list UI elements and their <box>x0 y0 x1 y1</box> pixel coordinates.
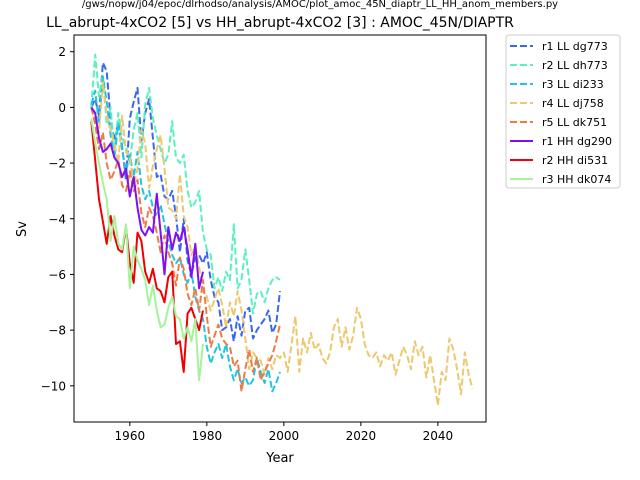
x-tick-label: 1960 <box>115 429 146 443</box>
y-tick-label: −10 <box>41 379 66 393</box>
series-line-8 <box>90 118 204 382</box>
y-tick-label: −8 <box>48 324 66 338</box>
y-tick-label: −4 <box>48 212 66 226</box>
legend-label-1: r1 LL dg773 <box>542 40 608 53</box>
chart-title: LL_abrupt-4xCO2 [5] vs HH_abrupt-4xCO2 [… <box>46 15 514 31</box>
y-axis: 2 0 −2 −4 −6 −8 −10 <box>41 45 74 393</box>
series-line-3 <box>90 75 281 393</box>
y-tick-label: −6 <box>48 268 66 282</box>
y-tick-label: −2 <box>48 157 66 171</box>
legend-label-2: r2 LL dh773 <box>542 59 608 72</box>
plot-series <box>90 53 474 407</box>
series-line-5 <box>90 107 281 393</box>
x-axis: 1960 1980 2000 2020 2040 <box>115 422 454 443</box>
y-tick-label: 2 <box>58 45 66 59</box>
x-tick-label: 1980 <box>192 429 223 443</box>
legend-label-5: r5 LL dk751 <box>542 116 607 129</box>
x-tick-label: 2000 <box>269 429 300 443</box>
legend-label-3: r3 LL di233 <box>542 78 604 91</box>
chart-suptitle: /gws/nopw/j04/epoc/dlrhodso/analysis/AMO… <box>82 0 558 10</box>
legend: r1 LL dg773 r2 LL dh773 r3 LL di233 r4 LL d… <box>505 34 621 189</box>
legend-label-4: r4 LL dj758 <box>542 97 604 110</box>
series-line-6 <box>90 106 204 290</box>
series-line-7 <box>90 121 204 373</box>
plot-frame <box>73 34 487 423</box>
y-tick-label: 0 <box>58 101 66 115</box>
x-tick-label: 2040 <box>423 429 454 443</box>
y-axis-label: Sv <box>15 221 30 237</box>
legend-label-8: r3 HH dk074 <box>542 173 611 186</box>
legend-box <box>505 34 621 189</box>
series-line-2 <box>90 53 281 315</box>
legend-label-6: r1 HH dg290 <box>542 135 612 148</box>
series-line-4 <box>90 81 474 407</box>
legend-label-7: r2 HH di531 <box>542 154 608 167</box>
x-tick-label: 2020 <box>346 429 377 443</box>
x-axis-label: Year <box>265 451 294 466</box>
